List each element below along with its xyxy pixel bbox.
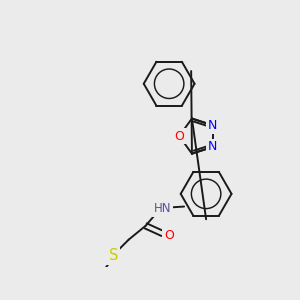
- Text: O: O: [164, 229, 174, 242]
- Text: N: N: [208, 140, 217, 154]
- Text: O: O: [174, 130, 184, 142]
- Text: HN: HN: [154, 202, 171, 215]
- Text: S: S: [109, 248, 118, 262]
- Text: N: N: [208, 119, 217, 132]
